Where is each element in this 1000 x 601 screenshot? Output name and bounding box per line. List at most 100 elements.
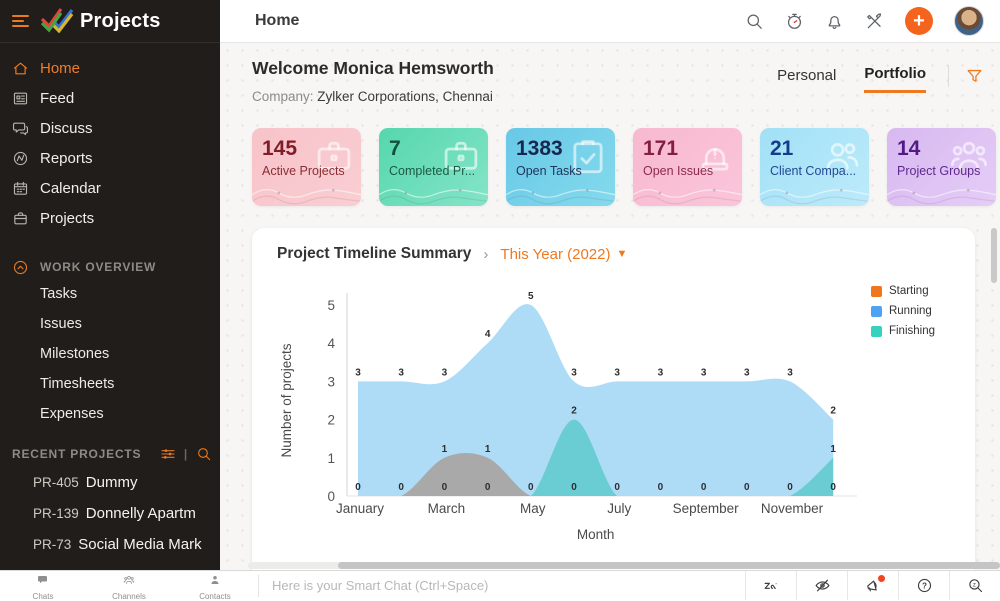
chevron-right-icon: ›	[483, 245, 489, 263]
announcement-icon	[865, 577, 882, 594]
sidebar-item-label: Projects	[40, 209, 95, 227]
chevron-down-icon[interactable]: ▼	[616, 248, 628, 260]
chart-title: Project Timeline Summary	[277, 245, 472, 262]
recent-project-pr-405[interactable]: PR-405 Dummy	[33, 474, 138, 491]
chat-tool-channels[interactable]: Channels	[86, 571, 172, 601]
svg-text:3: 3	[787, 367, 793, 378]
topbar: Home +	[220, 0, 1000, 43]
hamburger-menu-icon[interactable]	[12, 14, 29, 28]
stat-value: 171	[643, 137, 679, 160]
sidebar-section-recent-projects: RECENT PROJECTS |	[0, 441, 220, 467]
svg-text:3: 3	[744, 367, 750, 378]
chart-legend: Starting Running Finishing	[870, 281, 935, 341]
recent-project-pr-73[interactable]: PR-73 Social Media Mark	[33, 536, 202, 553]
timeline-area-chart: 0 1 2 3 4 5 0 3 0 3 1 3 0 1 4 0 0 5 0 3 2 0 3 0 3 0 3 0 3 0 3 0 2 1 Januar…	[279, 291, 857, 542]
chat-tool-contacts[interactable]: Contacts	[172, 571, 258, 601]
footer-icons: ? z	[745, 571, 1000, 600]
svg-text:4: 4	[485, 329, 491, 340]
help-button[interactable]: ?	[898, 571, 949, 600]
section-title: WORK OVERVIEW	[40, 260, 157, 274]
chat-tool-chats[interactable]: Chats	[0, 571, 86, 601]
legend-item-finishing[interactable]: Finishing	[870, 321, 935, 341]
svg-text:Number of projects: Number of projects	[279, 343, 294, 457]
zia-search-icon: z	[967, 577, 984, 594]
sidebar-item-calendar[interactable]: Calendar	[0, 173, 220, 203]
chart-header: Project Timeline Summary › This Year (20…	[277, 245, 627, 263]
stat-label: Client Compa...	[770, 164, 857, 179]
chart-card: Project Timeline Summary › This Year (20…	[252, 228, 975, 570]
svg-text:May: May	[520, 501, 546, 516]
stat-card-project-groups[interactable]: 14 Project Groups	[887, 128, 996, 206]
svg-text:0: 0	[571, 482, 577, 493]
sidebar-item-feed[interactable]: Feed	[0, 83, 220, 113]
chart-range-dropdown[interactable]: This Year (2022)	[500, 245, 611, 263]
sidebar-item-discuss[interactable]: Discuss	[0, 113, 220, 143]
add-button[interactable]: +	[905, 7, 933, 35]
legend-item-running[interactable]: Running	[870, 301, 935, 321]
vertical-scrollbar[interactable]	[991, 228, 997, 283]
stat-card-completed-pr[interactable]: 7 Completed Pr...	[379, 128, 488, 206]
page-title: Home	[255, 12, 300, 29]
sidebar-item-expenses[interactable]: Expenses	[40, 406, 104, 422]
siren-icon	[694, 135, 736, 177]
stat-card-open-issues[interactable]: 171 Open Issues	[633, 128, 742, 206]
horizontal-scrollbar-track[interactable]	[248, 562, 1000, 569]
sidebar-item-label: Feed	[40, 89, 75, 107]
stat-card-open-tasks[interactable]: 1383 Open Tasks	[506, 128, 615, 206]
timer-icon[interactable]	[785, 12, 804, 31]
recent-project-pr-139[interactable]: PR-139 Donnelly Apartm	[33, 505, 196, 522]
eye-off-button[interactable]	[796, 571, 847, 600]
card-wave-decoration	[379, 188, 488, 205]
stat-value: 21	[770, 137, 794, 160]
svg-text:4: 4	[327, 336, 335, 351]
sidebar-item-home[interactable]: Home	[0, 53, 220, 83]
sidebar-item-tasks[interactable]: Tasks	[40, 286, 78, 302]
eye-off-icon	[814, 577, 831, 594]
sidebar-item-projects[interactable]: Projects	[0, 203, 220, 233]
legend-item-starting[interactable]: Starting	[870, 281, 935, 301]
horizontal-scrollbar-thumb[interactable]	[338, 562, 1000, 569]
sidebar-item-timesheets[interactable]: Timesheets	[40, 376, 115, 392]
people-group-icon	[122, 573, 136, 591]
stat-label: Active Projects	[262, 164, 345, 179]
svg-text:0: 0	[398, 482, 404, 493]
sidebar-item-reports[interactable]: Reports	[0, 143, 220, 173]
search-icon[interactable]	[745, 12, 764, 31]
search-icon[interactable]	[196, 446, 212, 462]
topbar-actions: +	[745, 6, 1000, 36]
sidebar-item-label: Home	[40, 59, 81, 77]
zia-button[interactable]	[745, 571, 796, 600]
smart-chat-input[interactable]	[259, 578, 745, 593]
clipboard-check-icon	[567, 135, 609, 177]
sidebar-item-label: Discuss	[40, 119, 93, 137]
zia-search-button[interactable]: z	[949, 571, 1000, 600]
announcement-button[interactable]	[847, 571, 898, 600]
stat-card-client-compa[interactable]: 21 Client Compa...	[760, 128, 869, 206]
stat-label: Open Tasks	[516, 164, 582, 179]
svg-text:Month: Month	[577, 527, 615, 542]
tab-portfolio[interactable]: Portfolio	[864, 65, 926, 93]
notification-badge	[878, 575, 885, 582]
stat-label: Open Issues	[643, 164, 714, 179]
sliders-icon[interactable]	[160, 446, 176, 462]
svg-text:3: 3	[327, 374, 335, 389]
user-avatar[interactable]	[954, 6, 984, 36]
legend-swatch	[870, 325, 882, 337]
tab-personal[interactable]: Personal	[777, 66, 837, 84]
card-wave-decoration	[760, 188, 869, 205]
sidebar-item-milestones[interactable]: Milestones	[40, 346, 110, 362]
chat-tools: Chats Channels Contacts	[0, 571, 258, 601]
svg-text:0: 0	[442, 482, 448, 493]
tools-icon[interactable]	[865, 12, 884, 31]
chat-bubble-icon	[36, 573, 50, 591]
stat-cards-row: 145 Active Projects 7 Completed Pr... 13…	[252, 128, 996, 206]
stat-card-active-projects[interactable]: 145 Active Projects	[252, 128, 361, 206]
bell-icon[interactable]	[825, 12, 844, 31]
sidebar-section-work-overview[interactable]: WORK OVERVIEW	[0, 255, 220, 279]
funnel-icon[interactable]	[965, 67, 984, 86]
svg-text:1: 1	[327, 451, 335, 466]
sidebar-item-issues[interactable]: Issues	[40, 316, 82, 332]
area-series-starting	[358, 453, 834, 496]
svg-text:3: 3	[701, 367, 707, 378]
chevron-circle-up-icon	[12, 259, 29, 276]
